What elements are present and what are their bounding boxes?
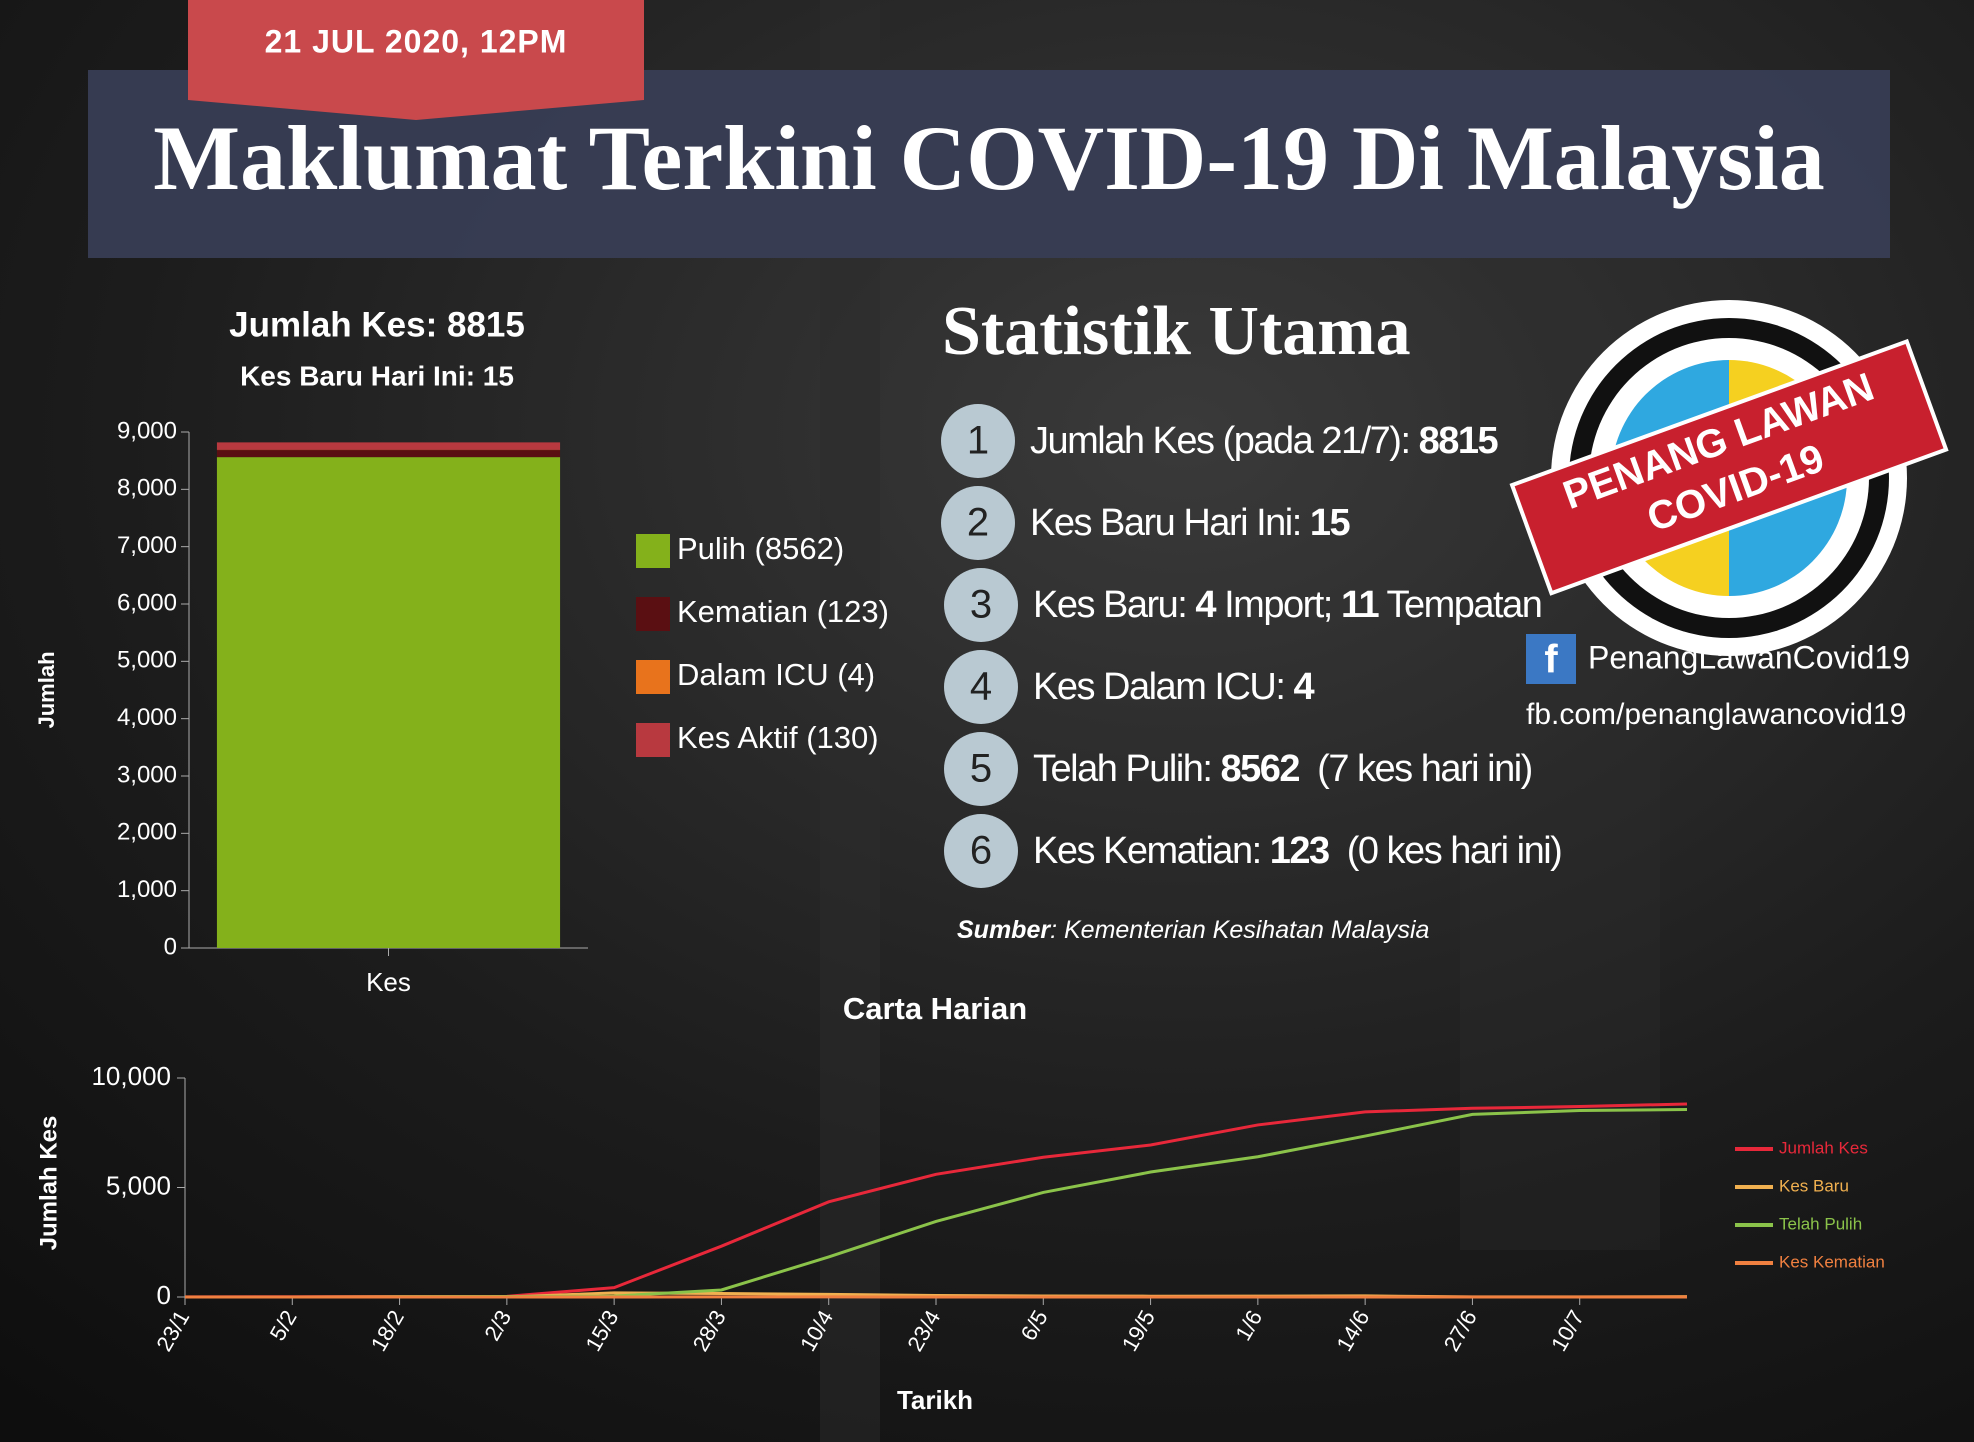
- stat-part: Kes Kematian:: [1033, 830, 1270, 872]
- chart-subtitle: Kes Baru Hari Ini: 15: [240, 360, 514, 391]
- x-axis-label: Tarikh: [897, 1385, 973, 1415]
- y-tick-label: 4,000: [117, 704, 177, 731]
- y-tick-label: 8,000: [117, 475, 177, 502]
- stat-part: 4: [1195, 584, 1216, 626]
- bar-segment: [216, 442, 561, 450]
- y-tick-label: 5,000: [117, 647, 177, 674]
- source-label: Sumber: [957, 916, 1051, 944]
- stat-number: 1: [967, 419, 989, 463]
- stat-text: Telah Pulih: 8562 (7 kes hari ini): [1033, 748, 1532, 790]
- y-axis-label: Jumlah: [34, 651, 59, 728]
- stat-part: 123: [1270, 830, 1329, 872]
- facebook-icon: [1526, 634, 1576, 684]
- date-banner: [188, 0, 644, 120]
- stat-part: 8562: [1221, 748, 1300, 790]
- logo: PENANG LAWAN COVID-19: [1509, 300, 1949, 656]
- main-title: Maklumat Terkini COVID-19 Di Malaysia: [153, 107, 1824, 209]
- chart-title: Carta Harian: [843, 991, 1027, 1026]
- legend-label: Kematian (123): [677, 594, 889, 629]
- stat-badge: [944, 732, 1018, 806]
- legend-swatch: [636, 660, 670, 694]
- stat-text: Jumlah Kes (pada 21/7): 8815: [1030, 420, 1498, 462]
- facebook-letter: f: [1544, 638, 1558, 682]
- x-tick-label: Kes: [366, 967, 411, 997]
- legend-label: Dalam ICU (4): [677, 657, 875, 692]
- stat-part: Kes Dalam ICU:: [1033, 666, 1293, 708]
- source-text: : Kementerian Kesihatan Malaysia: [1050, 916, 1429, 944]
- stat-part: (7 kes hari ini): [1299, 748, 1532, 790]
- stat-number: 5: [970, 747, 992, 791]
- y-tick-label: 6,000: [117, 589, 177, 616]
- stat-number: 3: [970, 583, 992, 627]
- stat-number: 4: [970, 665, 992, 709]
- source: Sumber: Kementerian Kesihatan Malaysia: [957, 916, 1430, 944]
- stat-text: Kes Baru Hari Ini: 15: [1030, 502, 1350, 544]
- stat-part: Kes Baru Hari Ini:: [1030, 502, 1310, 544]
- stat-part: Jumlah Kes (pada 21/7):: [1030, 420, 1419, 462]
- stat-number: 6: [970, 829, 992, 873]
- stat-number: 2: [967, 501, 989, 545]
- stat-part: Import;: [1215, 584, 1341, 626]
- legend-swatch: [636, 534, 670, 568]
- stat-part: Kes Baru:: [1033, 584, 1195, 626]
- date: 21 JUL 2020, 12PM: [265, 23, 568, 59]
- stat-badge: [941, 486, 1015, 560]
- stat-part: Telah Pulih:: [1033, 748, 1221, 790]
- y-tick-label: 7,000: [117, 532, 177, 559]
- stat-part: Tempatan: [1378, 584, 1541, 626]
- legend-label: Kes Aktif (130): [677, 720, 879, 755]
- stat-text: Kes Dalam ICU: 4: [1033, 666, 1314, 708]
- bar-segment: [216, 450, 561, 458]
- y-tick-label: 2,000: [117, 819, 177, 846]
- legend-label: Jumlah Kes: [1779, 1138, 1868, 1157]
- stat-badge: [944, 568, 1018, 642]
- logo-banner: [1509, 338, 1949, 596]
- facebook-page: PenangLawanCovid19: [1588, 639, 1910, 675]
- facebook-url: fb.com/penanglawancovid19: [1526, 698, 1906, 731]
- legend-label: Pulih (8562): [677, 531, 844, 566]
- y-tick-label: 10,000: [91, 1061, 171, 1091]
- y-tick-label: 5,000: [106, 1170, 171, 1200]
- y-tick-label: 9,000: [117, 417, 177, 444]
- bar-segment: [216, 457, 561, 948]
- stat-badge: [944, 814, 1018, 888]
- stat-badge: [944, 650, 1018, 724]
- stat-text: Kes Kematian: 123 (0 kes hari ini): [1033, 830, 1561, 872]
- stats-list: 1 Jumlah Kes (pada 21/7): 8815 2 Kes Baru H…: [941, 404, 1563, 888]
- legend-label: Kes Kematian: [1779, 1252, 1885, 1271]
- legend-label: Kes Baru: [1779, 1176, 1849, 1195]
- stat-text: Kes Baru: 4 Import; 11 Tempatan: [1033, 584, 1541, 626]
- stat-part: 11: [1341, 584, 1380, 626]
- y-tick-label: 0: [157, 1280, 171, 1310]
- stat-part: (0 kes hari ini): [1329, 830, 1562, 872]
- y-axis-label: Jumlah Kes: [35, 1116, 62, 1251]
- stat-part: 8815: [1419, 420, 1499, 462]
- stat-part: 15: [1310, 502, 1351, 544]
- legend-swatch: [636, 723, 670, 757]
- stat-badge: [941, 404, 1015, 478]
- legend-label: Telah Pulih: [1779, 1214, 1862, 1233]
- y-tick-label: 0: [164, 933, 177, 960]
- stat-part: 4: [1293, 666, 1314, 708]
- stats-title: Statistik Utama: [942, 293, 1411, 370]
- chart-title: Jumlah Kes: 8815: [229, 305, 525, 344]
- y-tick-label: 1,000: [117, 876, 177, 903]
- legend-swatch: [636, 597, 670, 631]
- y-tick-label: 3,000: [117, 761, 177, 788]
